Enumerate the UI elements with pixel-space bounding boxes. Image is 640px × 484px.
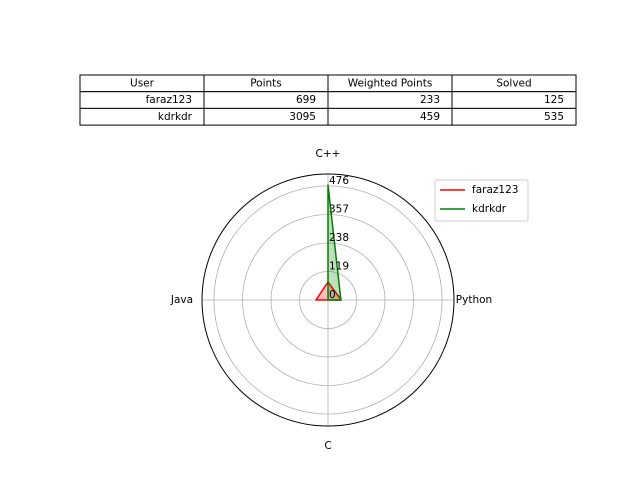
category-label: C — [324, 440, 331, 452]
table-value: 459 — [420, 111, 440, 123]
r-tick-label: 0 — [329, 289, 336, 301]
table-value: faraz123 — [146, 94, 192, 106]
category-label: Python — [456, 294, 492, 306]
table-value: 699 — [296, 94, 316, 106]
r-tick-label: 357 — [329, 203, 349, 215]
series-line — [327, 184, 342, 301]
table-header: Points — [250, 77, 282, 89]
table-value: 535 — [544, 111, 564, 123]
r-tick-label: 119 — [329, 260, 349, 272]
table-value: kdrkdr — [158, 111, 193, 123]
r-tick-label: 476 — [329, 175, 349, 187]
r-tick-label: 238 — [329, 232, 349, 244]
category-label: Java — [170, 294, 193, 306]
table-header: Weighted Points — [348, 77, 433, 89]
polar-frame — [201, 173, 455, 427]
legend-label: faraz123 — [472, 184, 518, 196]
table-value: 233 — [420, 94, 440, 106]
table-header: User — [130, 77, 155, 89]
legend-label: kdrkdr — [472, 203, 507, 215]
table-cell — [451, 107, 577, 126]
table-value: 125 — [544, 94, 564, 106]
table-header: Solved — [496, 77, 531, 89]
table-value: 3095 — [289, 111, 316, 123]
category-label: C++ — [316, 148, 341, 160]
